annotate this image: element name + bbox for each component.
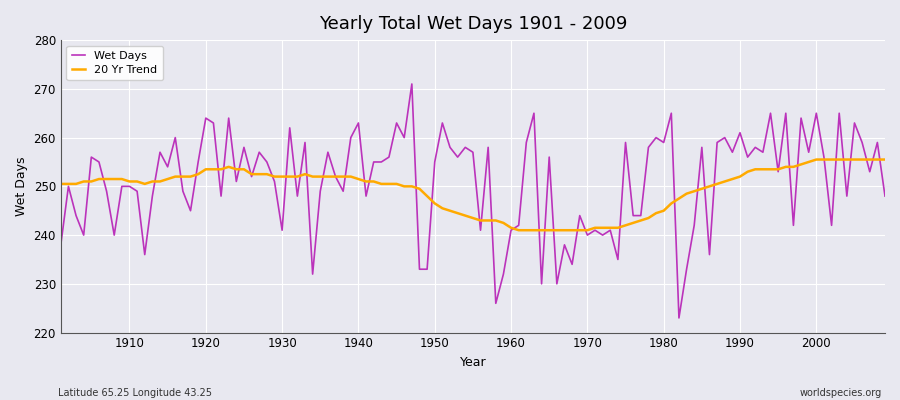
20 Yr Trend [506,225,517,230]
Y-axis label: Wet Days: Wet Days [15,156,28,216]
Line: 20 Yr Trend: 20 Yr Trend [61,160,885,230]
20 Yr Trend [498,220,508,225]
Wet Days [506,228,517,233]
20 Yr Trend [116,177,127,182]
20 Yr Trend [330,174,341,179]
Wet Days [513,223,524,228]
20 Yr Trend [56,182,67,186]
20 Yr Trend [811,157,822,162]
Wet Days [879,194,890,198]
Wet Days [605,228,616,233]
Wet Days [673,316,684,320]
Wet Days [116,184,127,189]
Wet Days [56,242,67,247]
20 Yr Trend [284,174,295,179]
Title: Yearly Total Wet Days 1901 - 2009: Yearly Total Wet Days 1901 - 2009 [319,15,627,33]
Wet Days [284,126,295,130]
X-axis label: Year: Year [460,356,486,369]
Wet Days [330,174,341,179]
20 Yr Trend [513,228,524,233]
20 Yr Trend [879,157,890,162]
20 Yr Trend [605,225,616,230]
Text: Latitude 65.25 Longitude 43.25: Latitude 65.25 Longitude 43.25 [58,388,212,398]
Legend: Wet Days, 20 Yr Trend: Wet Days, 20 Yr Trend [67,46,163,80]
Text: worldspecies.org: worldspecies.org [800,388,882,398]
Line: Wet Days: Wet Days [61,84,885,318]
Wet Days [407,82,418,86]
